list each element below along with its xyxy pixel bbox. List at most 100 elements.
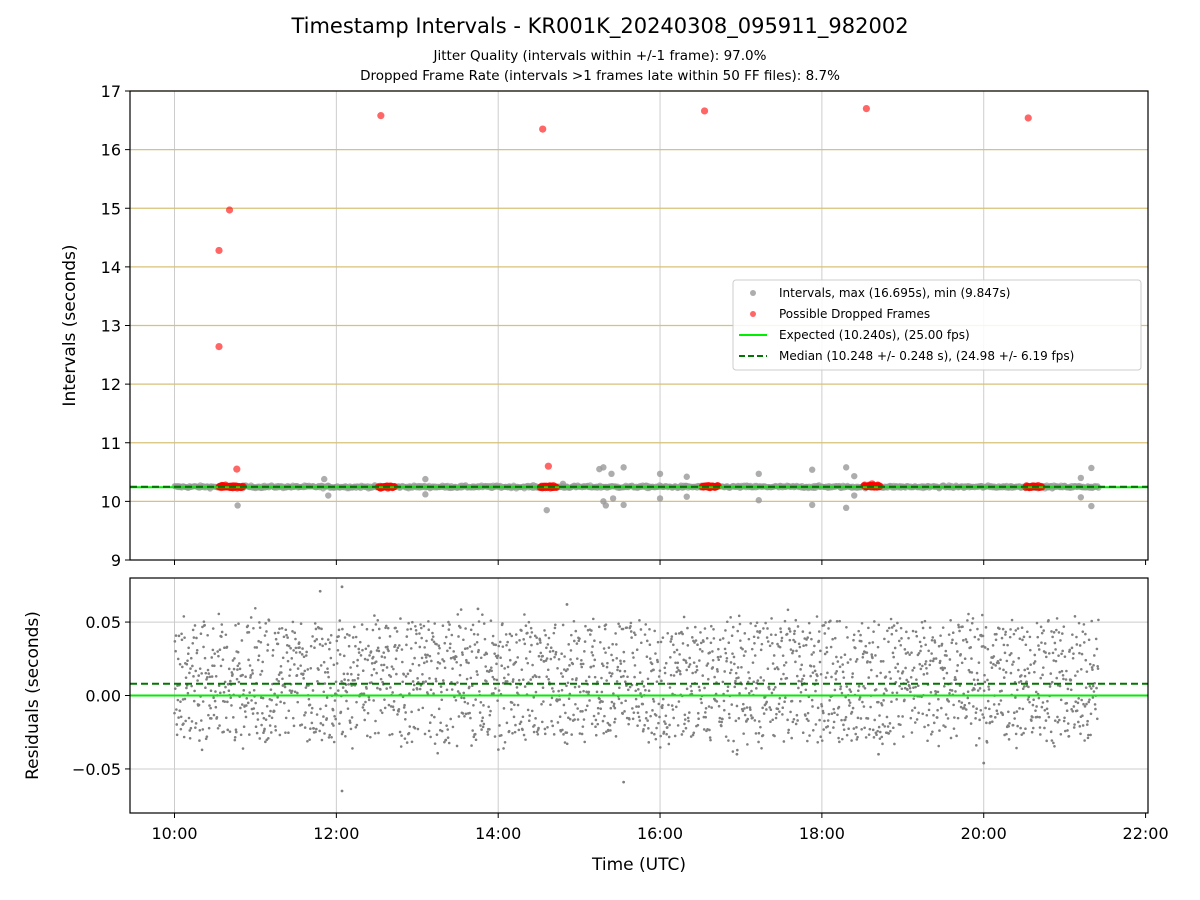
residual-point <box>266 643 270 647</box>
residual-point <box>324 642 327 646</box>
residual-point <box>506 640 509 644</box>
residual-point <box>690 689 693 693</box>
residual-point <box>613 717 617 721</box>
residual-point <box>575 657 579 660</box>
residual-point <box>511 680 515 683</box>
residual-point <box>296 667 300 670</box>
residual-point <box>875 733 878 736</box>
residual-point <box>622 780 626 784</box>
residual-point <box>1092 690 1096 693</box>
residual-point <box>612 702 616 706</box>
residual-point <box>701 674 705 677</box>
residual-point <box>978 687 982 690</box>
residual-point <box>236 650 240 654</box>
residual-point <box>441 658 444 661</box>
residual-point <box>184 676 188 679</box>
residual-point <box>556 666 559 670</box>
residual-point <box>421 672 424 676</box>
residual-point <box>701 650 704 653</box>
residual-point <box>348 719 352 722</box>
residual-point <box>941 626 945 629</box>
residual-point <box>498 724 501 727</box>
residual-point <box>716 655 720 659</box>
residual-point <box>795 713 799 717</box>
residual-point <box>792 632 796 636</box>
residual-point <box>1096 664 1099 668</box>
intervals-y-tick-label: 13 <box>101 317 121 336</box>
residual-point <box>626 675 629 679</box>
residual-point <box>275 678 279 681</box>
residual-point <box>286 636 289 639</box>
residual-point <box>899 643 903 647</box>
residual-point <box>705 636 709 640</box>
residual-point <box>1018 637 1022 641</box>
residual-point <box>1067 734 1071 738</box>
residual-point <box>814 689 817 693</box>
residual-point <box>590 629 593 632</box>
residual-point <box>457 715 461 718</box>
residual-point <box>778 645 782 649</box>
residual-point <box>973 635 977 639</box>
residual-point <box>226 728 230 732</box>
residual-point <box>789 710 792 714</box>
residual-point <box>932 657 936 660</box>
residual-point <box>437 652 440 655</box>
residual-point <box>584 679 588 683</box>
residual-point <box>257 639 260 643</box>
residual-point <box>959 705 963 709</box>
residual-point <box>982 689 986 692</box>
residual-point <box>233 735 237 739</box>
residual-point <box>998 667 1002 670</box>
residual-point <box>847 727 850 731</box>
residual-point <box>181 665 184 669</box>
residual-point <box>950 689 954 692</box>
residual-point <box>432 640 436 644</box>
residual-point <box>1078 725 1082 728</box>
residual-point <box>851 672 855 675</box>
residual-point <box>908 684 911 688</box>
residual-point <box>457 635 460 638</box>
residual-point <box>231 672 234 676</box>
residual-point <box>790 736 793 740</box>
residual-point <box>214 674 218 678</box>
residual-point <box>415 632 418 636</box>
residual-point <box>575 677 578 680</box>
residual-point <box>230 704 233 707</box>
residual-point <box>449 642 452 646</box>
residual-point <box>233 738 237 742</box>
interval-point <box>755 497 762 504</box>
residual-point <box>257 654 261 658</box>
residual-point <box>692 731 696 735</box>
residual-point <box>912 686 915 689</box>
residual-point <box>819 735 823 739</box>
residual-point <box>451 667 454 670</box>
residual-point <box>497 689 501 692</box>
residual-point <box>358 640 362 644</box>
residual-point <box>938 659 942 663</box>
residual-point <box>227 667 231 671</box>
residual-point <box>1004 671 1008 674</box>
residual-point <box>472 703 475 707</box>
residual-point <box>986 647 990 651</box>
residual-point <box>406 672 410 676</box>
residual-point <box>867 676 871 679</box>
residual-point <box>336 689 340 692</box>
residual-point <box>704 715 707 719</box>
residual-point <box>821 709 825 713</box>
residual-point <box>905 630 908 634</box>
residual-point <box>502 747 505 750</box>
residual-point <box>376 646 380 650</box>
residual-point <box>650 731 654 735</box>
residual-point <box>1006 643 1009 647</box>
residual-point <box>451 725 455 729</box>
residual-point <box>199 632 203 636</box>
residual-point <box>735 704 739 708</box>
residual-point <box>663 671 667 675</box>
residual-point <box>1042 629 1045 632</box>
residual-point <box>367 644 370 648</box>
residual-point <box>284 716 288 720</box>
residual-point <box>1094 707 1097 711</box>
residual-point <box>832 726 835 729</box>
residual-point <box>752 635 756 639</box>
residual-point <box>1040 631 1044 635</box>
